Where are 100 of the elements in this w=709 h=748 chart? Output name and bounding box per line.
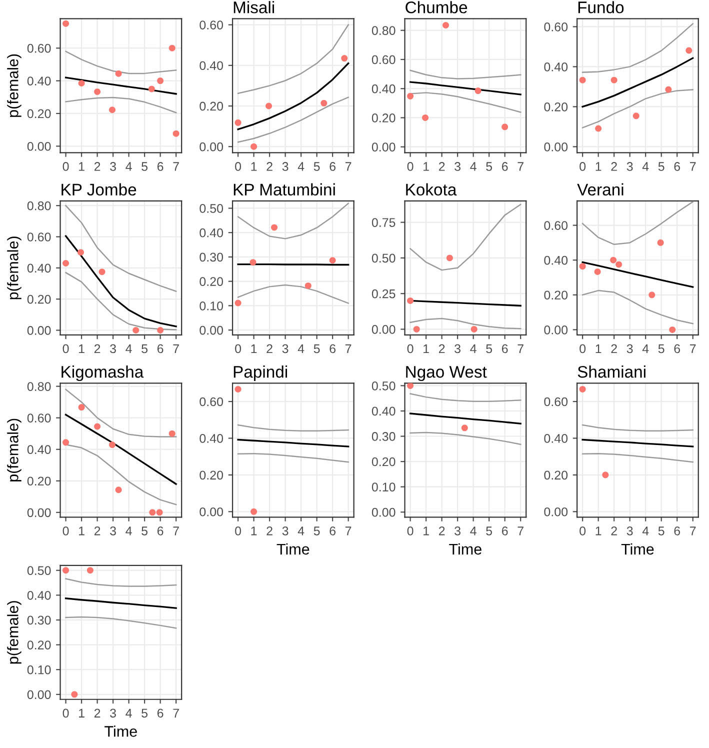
point: [446, 254, 453, 262]
x-tick-label: 3: [454, 526, 460, 536]
point: [686, 47, 692, 54]
line-series: [582, 201, 694, 246]
x-tick-label: 2: [94, 708, 100, 718]
y-tick-label: 0.50: [372, 254, 396, 263]
x-tick-label: 6: [502, 526, 508, 536]
line-series: [237, 453, 349, 463]
y-tick-label: 0.40: [27, 264, 51, 273]
y-tick-label: 0.40: [544, 434, 568, 443]
line-series: [237, 62, 350, 130]
point: [616, 261, 622, 268]
point: [109, 106, 116, 114]
x-tick-label: 5: [142, 344, 148, 354]
y-tick-label: 0.60: [544, 221, 568, 230]
x-tick-label: 2: [266, 526, 272, 536]
x-tick-label: 0: [62, 344, 69, 354]
x-tick-label: 4: [470, 344, 476, 354]
line-series: [582, 290, 694, 324]
x-tick-label: 4: [642, 162, 649, 171]
x-tick-label: 4: [470, 162, 476, 171]
point: [502, 124, 508, 130]
point: [413, 326, 420, 332]
x-tick-label: 5: [658, 162, 664, 171]
point: [115, 70, 122, 77]
x-tick-label: 5: [658, 344, 664, 354]
x-tick-label: 7: [173, 708, 179, 718]
chart-title: Kigomasha: [62, 366, 144, 382]
y-tick-label: 0.60: [27, 414, 51, 422]
line-series: [65, 578, 177, 587]
y-tick-label: 0.00: [27, 508, 51, 518]
x-tick-label: 1: [424, 162, 429, 171]
x-tick-label: 5: [486, 162, 492, 171]
x-tick-label: 0: [407, 162, 414, 171]
x-tick-label: 7: [173, 162, 179, 171]
line-series: [237, 202, 349, 240]
x-tick-label: 5: [486, 526, 492, 536]
point: [234, 119, 242, 126]
point: [62, 20, 70, 27]
point: [149, 509, 156, 516]
y-tick-label: 0.20: [544, 470, 568, 480]
y-tick-label: 0.00: [200, 142, 224, 152]
point: [648, 292, 656, 298]
x-tick-label: 4: [126, 708, 132, 718]
x-tick-label: 4: [470, 526, 476, 536]
point: [470, 326, 478, 332]
y-tick-label: 0.10: [200, 301, 224, 310]
y-tick-label: 0.40: [200, 61, 224, 70]
line-series: [237, 24, 349, 94]
point: [132, 326, 140, 334]
y-tick-label: 0.30: [200, 252, 224, 262]
x-tick-label: 2: [438, 162, 445, 171]
x-tick-label: 6: [157, 344, 164, 354]
x-axis-title: Time: [621, 543, 654, 555]
x-tick-label: 6: [502, 344, 508, 354]
y-tick-label: 0.40: [372, 406, 396, 416]
y-tick-label: 0.40: [27, 590, 51, 600]
y-tick-label: 0.20: [544, 102, 568, 112]
point: [168, 430, 176, 437]
y-tick-label: 0.20: [27, 640, 51, 650]
x-tick-label: 1: [79, 526, 84, 536]
x-tick-label: 2: [611, 162, 617, 171]
y-tick-label: 0.60: [544, 397, 568, 406]
x-tick-label: 1: [424, 344, 429, 354]
y-tick-label: 0.00: [544, 326, 568, 334]
y-tick-label: 0.30: [372, 432, 396, 441]
x-tick-label: 2: [94, 526, 100, 536]
x-tick-label: 6: [330, 344, 336, 354]
x-tick-label: 3: [110, 708, 116, 718]
x-tick-label: 0: [580, 344, 586, 354]
line-series: [410, 204, 522, 271]
line-series: [410, 318, 522, 330]
line-series: [410, 70, 522, 80]
x-tick-label: 3: [626, 162, 633, 171]
y-axis-title: p(female): [7, 236, 22, 300]
point: [62, 439, 70, 446]
point: [442, 22, 450, 29]
line-series: [64, 235, 177, 328]
chart-title: Papindi: [234, 366, 288, 382]
line-series: [65, 96, 177, 114]
y-tick-label: 0.60: [27, 44, 51, 53]
point: [115, 486, 122, 494]
line-series: [65, 616, 177, 629]
point: [304, 282, 312, 289]
point: [94, 423, 101, 430]
y-tick-label: 0.00: [27, 142, 51, 151]
y-tick-label: 0.60: [200, 397, 224, 406]
point: [422, 114, 429, 121]
x-tick-label: 3: [110, 344, 116, 354]
x-tick-label: 0: [62, 162, 69, 171]
x-tick-label: 3: [282, 344, 288, 354]
line-series: [582, 453, 694, 463]
x-tick-label: 4: [298, 162, 304, 171]
x-tick-label: 1: [596, 162, 602, 171]
point: [407, 92, 414, 100]
x-axis-title: Time: [104, 726, 137, 737]
point: [579, 76, 586, 84]
point: [329, 257, 336, 264]
y-tick-label: 0.00: [27, 690, 51, 700]
y-tick-label: 0.00: [372, 142, 396, 152]
